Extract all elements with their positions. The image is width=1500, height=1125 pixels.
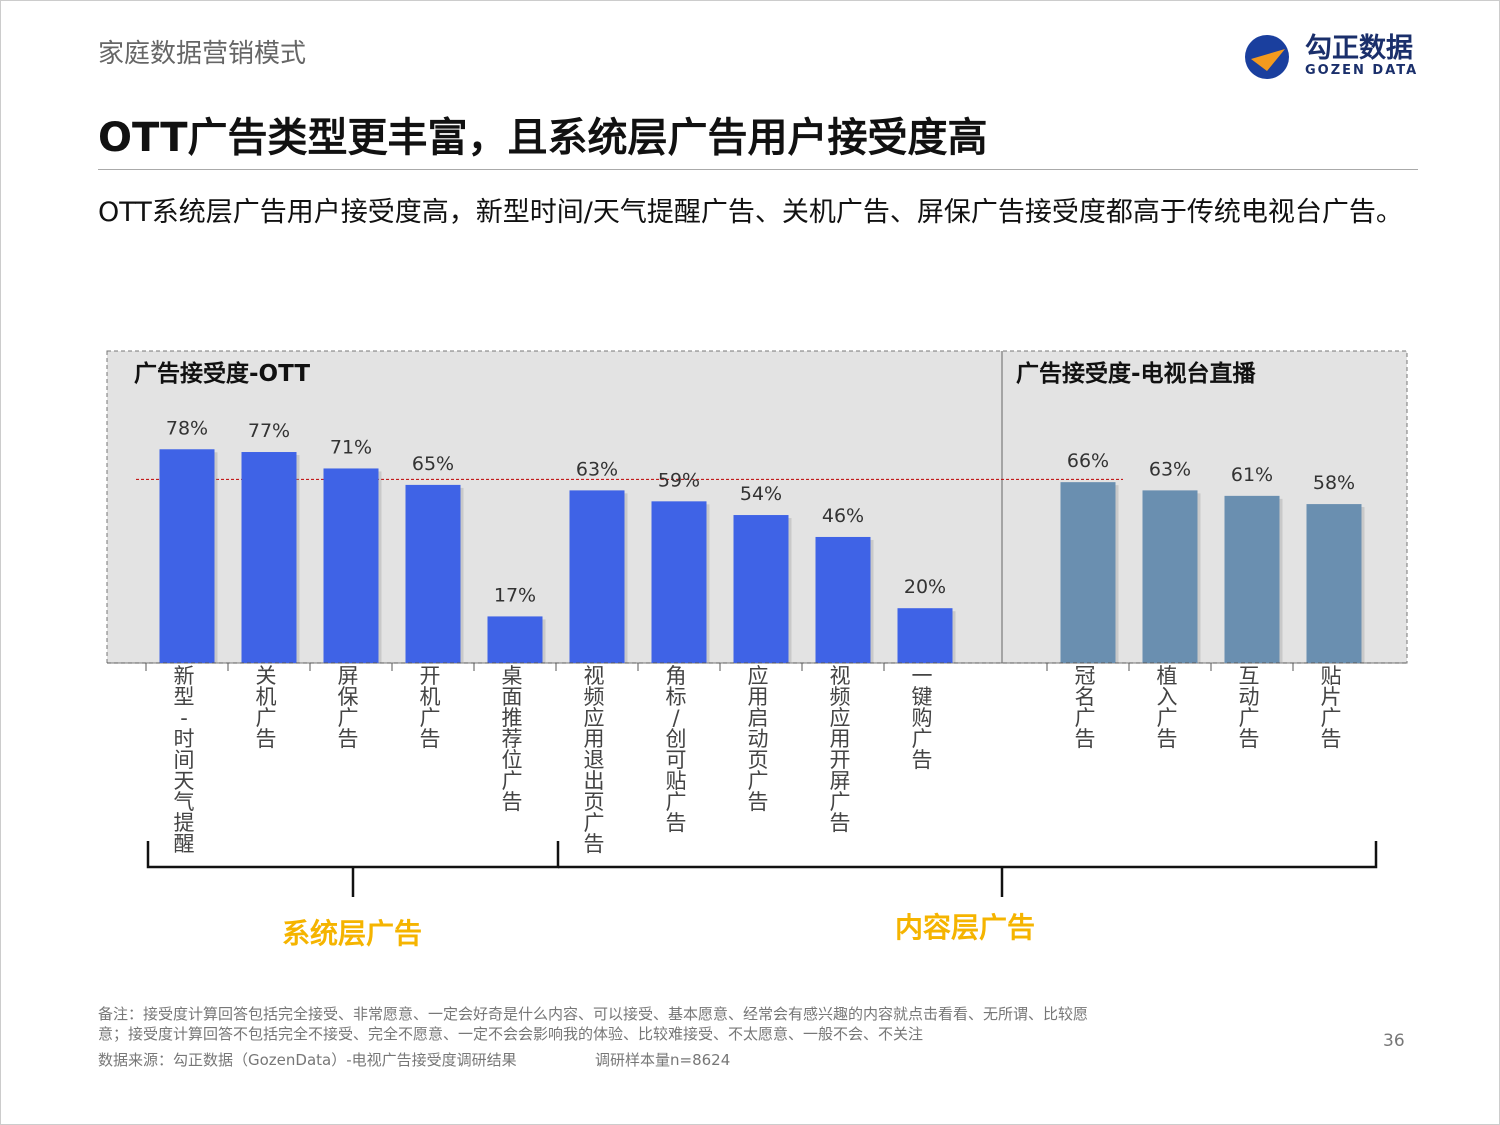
category-label: 贴片广告 (1321, 664, 1342, 751)
data-label: 61% (1231, 464, 1273, 486)
data-label: 71% (330, 436, 372, 458)
group-label-system: 系统层广告 (282, 917, 422, 950)
footnote-2: 意；接受度计算回答不包括完全不接受、完全不愿意、一定不会会影响我的体验、比较难接… (98, 1025, 924, 1043)
data-label: 59% (658, 469, 700, 491)
subtitle: OTT系统层广告用户接受度高，新型时间/天气提醒广告、关机广告、屏保广告接受度都… (98, 197, 1403, 228)
category-label: 开机广告 (420, 664, 441, 751)
bar (159, 449, 215, 663)
data-label: 63% (1149, 458, 1191, 480)
bar (487, 616, 543, 663)
bracket-content (558, 841, 1378, 869)
title-divider (98, 169, 1418, 170)
bar (651, 501, 707, 663)
bar (1060, 482, 1116, 663)
bar (241, 452, 297, 663)
page-number: 36 (1383, 1031, 1405, 1051)
page-title: OTT广告类型更丰富，且系统层广告用户接受度高 (98, 115, 988, 161)
bar (815, 536, 871, 663)
data-label: 58% (1313, 472, 1355, 494)
bar (323, 468, 379, 663)
data-label: 78% (166, 417, 208, 439)
sample-size: 调研样本量n=8624 (595, 1051, 731, 1069)
logo-cn: 勾正数据 (1305, 32, 1413, 64)
category-label: 互动广告 (1239, 664, 1260, 751)
data-label: 66% (1067, 450, 1109, 472)
logo-icon (1245, 35, 1289, 79)
logo-en: GOZEN DATA (1305, 62, 1419, 78)
category-label: 关机广告 (256, 664, 277, 751)
bar (1142, 490, 1198, 663)
section-label: 家庭数据营销模式 (98, 39, 307, 69)
category-label: 植入广告 (1157, 664, 1178, 751)
group-brackets (146, 841, 1378, 897)
logo: 勾正数据 GOZEN DATA (1237, 31, 1418, 81)
category-label: 屏保广告 (338, 664, 359, 751)
bracket-system (146, 841, 560, 869)
data-label: 54% (740, 483, 782, 505)
data-label: 17% (494, 584, 536, 606)
category-label: 冠名广告 (1075, 664, 1096, 751)
bar-chart: 广告接受度-OTT 广告接受度-电视台直播 78% 新型-时间天气提醒 77% 关机广… (106, 350, 1408, 950)
footnote-1: 备注：接受度计算回答包括完全接受、非常愿意、一定会好奇是什么内容、可以接受、基本… (98, 1005, 1089, 1023)
bar (569, 490, 625, 663)
data-source: 数据来源：勾正数据（GozenData）-电视广告接受度调研结果 (98, 1051, 517, 1069)
data-label: 77% (248, 420, 290, 442)
category-label: 角标/创可贴广告 (666, 664, 687, 835)
bar (733, 515, 789, 663)
data-label: 46% (822, 505, 864, 527)
bar (1224, 495, 1280, 663)
category-label: 桌面推荐位广告 (502, 664, 523, 814)
panel-title-tv: 广告接受度-电视台直播 (1016, 360, 1257, 387)
category-label: 一键购广告 (912, 664, 933, 772)
data-label: 65% (412, 453, 454, 475)
data-label: 20% (904, 576, 946, 598)
category-label: 视频应用退出页广告 (584, 664, 605, 856)
bar (405, 484, 461, 663)
category-label: 新型-时间天气提醒 (174, 664, 195, 856)
panel-title-ott: 广告接受度-OTT (134, 360, 310, 387)
bar (1306, 504, 1362, 663)
category-label: 视频应用开屏广告 (830, 664, 851, 835)
data-label: 63% (576, 458, 618, 480)
bar (897, 608, 953, 663)
group-label-content: 内容层广告 (895, 911, 1035, 944)
category-label: 应用启动页广告 (748, 664, 769, 814)
